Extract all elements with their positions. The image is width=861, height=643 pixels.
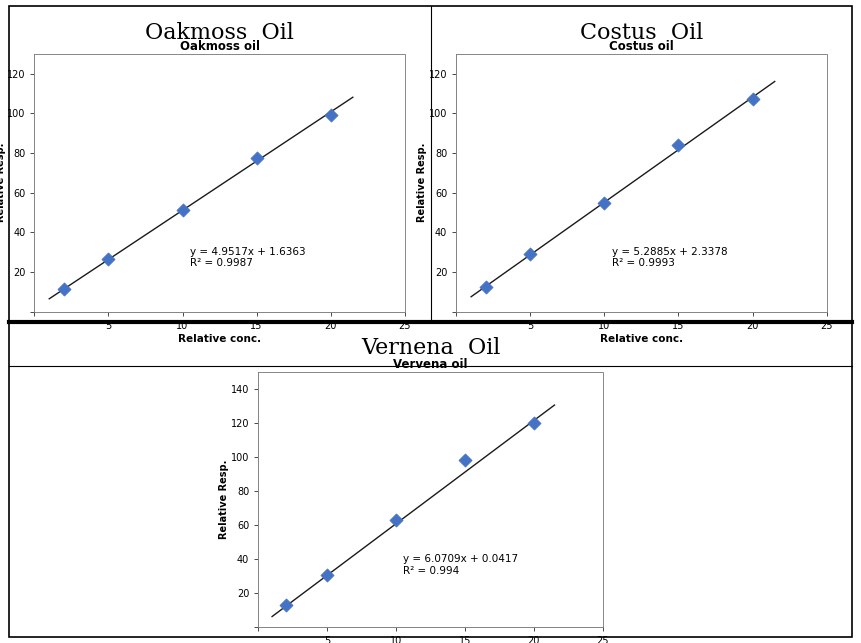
Text: Oakmoss  Oil: Oakmoss Oil (146, 22, 294, 44)
Point (102, 254, 115, 264)
Point (57, 284, 71, 294)
Point (746, 95, 759, 105)
Point (598, 197, 611, 208)
Text: y = 4.9517x + 1.6363
R² = 0.9987: y = 4.9517x + 1.6363 R² = 0.9987 (190, 246, 306, 268)
Text: Costus  Oil: Costus Oil (579, 22, 703, 44)
Point (527, 418, 541, 428)
Point (324, 110, 338, 120)
Point (523, 249, 537, 259)
X-axis label: Relative conc.: Relative conc. (600, 334, 683, 343)
Y-axis label: Relative Resp.: Relative Resp. (0, 143, 5, 222)
Text: y = 6.0709x + 0.0417
R² = 0.994: y = 6.0709x + 0.0417 R² = 0.994 (403, 554, 518, 576)
Point (479, 282, 492, 292)
Title: Costus oil: Costus oil (609, 40, 674, 53)
Text: Vernena  Oil: Vernena Oil (361, 337, 500, 359)
Title: Vervena oil: Vervena oil (393, 358, 468, 371)
Point (250, 153, 263, 163)
Point (320, 570, 334, 580)
Point (672, 140, 685, 150)
X-axis label: Relative conc.: Relative conc. (178, 334, 261, 343)
Bar (456, 54, 827, 312)
Bar (258, 372, 603, 627)
Point (389, 515, 403, 525)
Title: Oakmoss oil: Oakmoss oil (180, 40, 259, 53)
Point (458, 455, 472, 466)
Bar (34, 54, 405, 312)
Point (176, 204, 189, 215)
Y-axis label: Relative Resp.: Relative Resp. (220, 460, 229, 539)
Y-axis label: Relative Resp.: Relative Resp. (418, 143, 427, 222)
Point (279, 600, 293, 610)
Text: y = 5.2885x + 2.3378
R² = 0.9993: y = 5.2885x + 2.3378 R² = 0.9993 (612, 246, 728, 268)
